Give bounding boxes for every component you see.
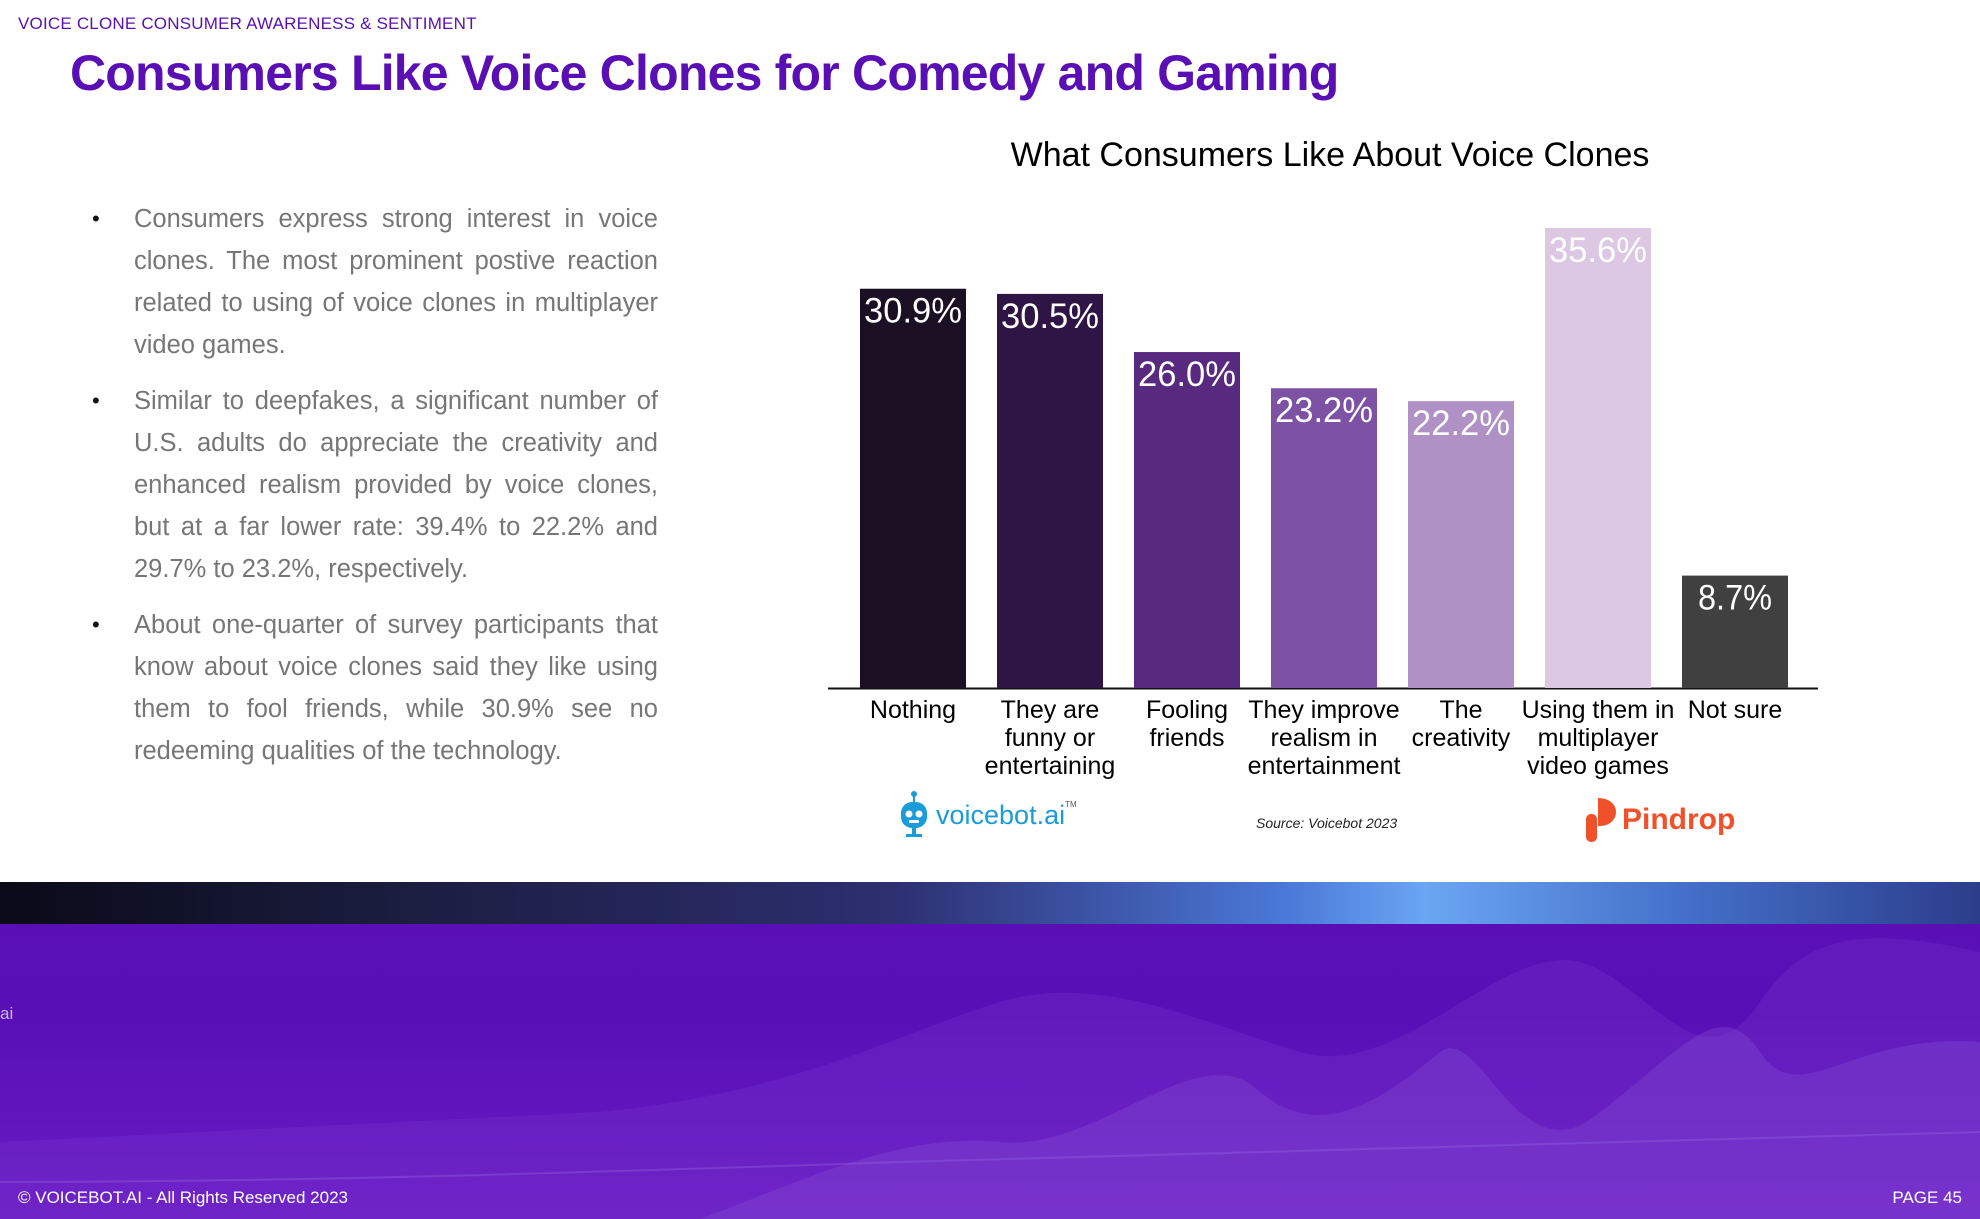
bullet-list: • Consumers express strong interest in vo… <box>84 198 658 786</box>
category-label-line: Nothing <box>870 696 956 724</box>
bullet-text: Similar to deepfakes, a significant numb… <box>134 387 658 583</box>
bar <box>1271 388 1377 688</box>
category-label-line: They improve <box>1248 696 1399 724</box>
category-label-line: entertaining <box>985 752 1116 780</box>
waveform-decoration <box>0 938 1980 1219</box>
bullet-text: About one-quarter of survey participants… <box>134 611 658 765</box>
source-note: Source: Voicebot 2023 <box>1256 815 1398 831</box>
voicebot-logo: voicebot.aiTM <box>898 790 1077 840</box>
data-label: 30.9% <box>864 292 962 331</box>
data-label: 35.6% <box>1549 231 1647 270</box>
category-label-line: Fooling <box>1146 696 1228 724</box>
footer-copyright: © VOICEBOT.AI - All Rights Reserved 2023 <box>18 1188 348 1207</box>
data-label: 23.2% <box>1275 391 1373 430</box>
category-label-line: entertainment <box>1248 752 1401 780</box>
bar <box>1408 401 1514 688</box>
data-label: 26.0% <box>1138 355 1236 394</box>
pindrop-pin-icon <box>1586 798 1616 842</box>
category-label: Nothing <box>870 696 956 724</box>
bar <box>860 288 966 688</box>
page-title: Consumers Like Voice Clones for Comedy a… <box>70 45 1339 101</box>
side-mark: ai <box>0 1004 14 1023</box>
bullet-item: • Consumers express strong interest in vo… <box>84 198 658 366</box>
footer-band <box>0 882 1980 1219</box>
bullet-item: • About one-quarter of survey participant… <box>84 604 658 772</box>
data-label: 30.5% <box>1001 297 1099 336</box>
category-label: Using them in multiplayer video games <box>1522 696 1675 780</box>
bar <box>1134 352 1240 688</box>
chart-title: What Consumers Like About Voice Clones <box>1010 136 1650 174</box>
bullet-item: • Similar to deepfakes, a significant num… <box>84 380 658 590</box>
category-label: Fooling friends <box>1146 696 1228 752</box>
category-label-line: Not sure <box>1688 696 1782 724</box>
category-label-line: creativity <box>1412 724 1511 752</box>
voicebot-logo-text: voicebot.aiTM <box>936 799 1077 830</box>
category-label-line: multiplayer <box>1538 724 1659 752</box>
category-label-line: video games <box>1527 752 1669 780</box>
bullet-dot-icon: • <box>92 612 100 637</box>
bullet-dot-icon: • <box>92 388 100 413</box>
bullet-dot-icon: • <box>92 206 100 231</box>
category-label-line: funny or <box>1005 724 1095 752</box>
data-label: 8.7% <box>1698 579 1772 618</box>
category-label-line: They are <box>1001 696 1100 724</box>
category-label: They are funny or entertaining <box>985 696 1116 780</box>
category-label-line: Using them in <box>1522 696 1675 724</box>
category-label-line: The <box>1439 696 1482 724</box>
footer-band-gradient <box>0 882 1980 924</box>
page-number: PAGE 45 <box>1892 1188 1962 1207</box>
pindrop-logo-text: Pindrop <box>1622 803 1736 836</box>
bullet-text: Consumers express strong interest in voi… <box>134 205 658 359</box>
data-label: 22.2% <box>1412 404 1510 443</box>
category-label-line: realism in <box>1271 724 1378 752</box>
section-label: VOICE CLONE CONSUMER AWARENESS & SENTIME… <box>18 14 477 33</box>
category-label-line: friends <box>1149 724 1224 752</box>
bar <box>1682 575 1788 688</box>
pindrop-logo: Pindrop <box>1586 798 1735 842</box>
bar <box>997 293 1103 688</box>
category-label: They improve realism in entertainment <box>1248 696 1401 780</box>
bar <box>1545 228 1651 688</box>
category-label: Not sure <box>1688 696 1782 724</box>
category-label: The creativity <box>1412 696 1511 752</box>
voicebot-robot-icon <box>901 791 927 837</box>
